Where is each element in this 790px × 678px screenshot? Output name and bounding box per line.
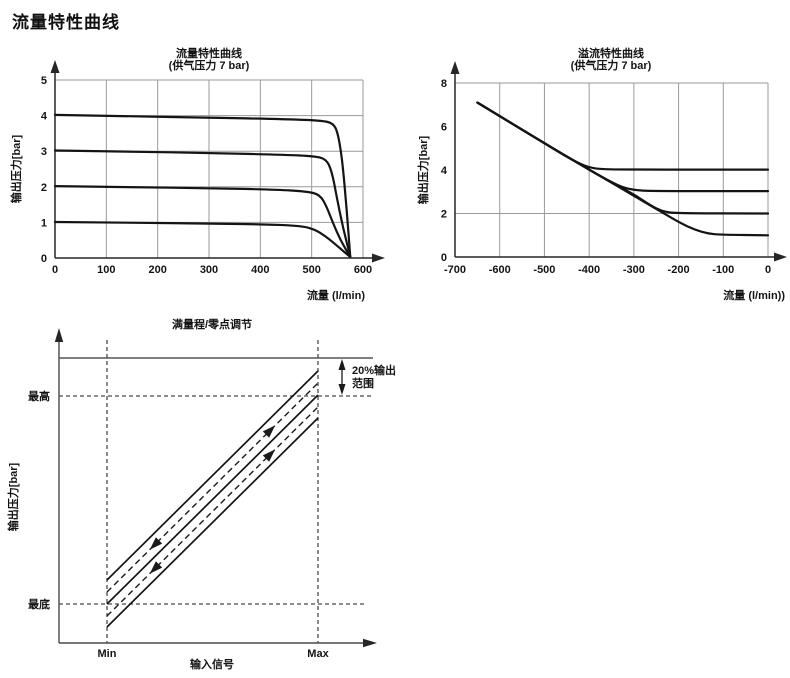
chart-subtitle: (供气压力 7 bar) [571,58,652,72]
curve-4-bar [476,101,770,171]
x-tick-label: -400 [578,264,600,276]
x-tick-min: Min [98,648,117,660]
plot-generated-relief: 0 2 4 6 8 -700 -600 -500 -400 -300 -200 -100 0 [441,61,787,276]
y-tick-label: 4 [441,165,448,177]
x-axis-arrow-icon [363,638,377,648]
page-title: 流量特性曲线 [12,13,120,32]
shift-arrowhead-icon [262,449,276,462]
range-arrow-down-icon [338,384,346,395]
y-tick-label: 4 [41,111,48,123]
x-axis-arrow-icon [372,253,385,263]
x-tick-max: Max [307,648,329,660]
x-tick-label: 0 [52,264,58,276]
shift-arrowhead-icon [149,537,163,550]
curve-3-bar [476,101,770,193]
x-tick-label: 400 [251,264,269,276]
x-axis-arrow-icon [774,252,787,262]
y-tick-label: 5 [41,75,47,87]
x-tick-label: 200 [148,264,166,276]
x-axis-label: 流量 (l/min) [307,288,365,302]
x-tick-label: 600 [354,264,372,276]
relief-characteristic-chart: 0 2 4 6 8 -700 -600 -500 -400 -300 -200 -100 0 溢流特性曲… [416,46,787,302]
x-axis-label: 流量 (l/min)) [723,288,785,302]
y-tick-label: 2 [41,182,47,194]
y-axis-arrow-icon [50,60,60,73]
chart-title: 流量特性曲线 [176,46,242,60]
shift-arrowhead-icon [262,425,276,438]
span-zero-adjustment-chart: 满量程/零点调节 20%输出 范围 最高 最底 Min Max 输入信号 [6,317,396,671]
characteristic-line-middle [106,394,319,605]
characteristic-line-lower [106,417,319,628]
shift-arrowhead-icon [149,561,163,574]
x-tick-label: -300 [623,264,645,276]
x-tick-label: -600 [489,264,511,276]
y-axis-arrow-icon [54,328,64,342]
range-annotation-line1: 20%输出 [352,363,396,377]
x-tick-label: 100 [97,264,115,276]
curve-4-bar [53,113,352,258]
y-tick-label: 2 [441,209,447,221]
chart-subtitle: (供气压力 7 bar) [169,58,250,72]
curve-2-bar [53,185,352,258]
chart-title: 满量程/零点调节 [172,317,252,331]
flow-characteristic-chart: 0 1 2 3 4 5 0 100 200 300 400 500 600 流量特性曲线 (供气压力 7… [9,46,385,302]
x-tick-label: 300 [200,264,218,276]
curve-3-bar [53,149,352,258]
x-tick-label: 500 [302,264,320,276]
shift-line-upper [106,382,319,593]
x-tick-label: -500 [533,264,555,276]
characteristic-line-upper [106,370,319,581]
x-tick-label: 0 [765,264,771,276]
y-tick-label: 1 [41,217,47,229]
curve-1-bar [476,101,770,237]
range-arrow-up-icon [338,359,346,370]
curve-1-bar [53,220,352,258]
shift-line-lower [106,406,319,617]
y-tick-label: 8 [441,78,447,90]
x-tick-label: -100 [712,264,734,276]
y-axis-label: 输出压力[bar] [416,135,430,204]
x-axis-label: 输入信号 [190,657,234,671]
curve-2-bar [476,101,770,215]
plot-generated-flow: 0 1 2 3 4 5 0 100 200 300 400 500 600 [41,60,385,276]
x-tick-label: -700 [444,264,466,276]
y-axis-arrow-icon [450,61,460,74]
y-mark-high-label: 最高 [28,389,50,403]
y-axis-label: 输出压力[bar] [9,134,23,203]
y-tick-label: 0 [441,252,447,264]
y-axis-label: 输出压力[bar] [6,462,20,531]
chart-title: 溢流特性曲线 [578,46,644,60]
y-mark-low-label: 最底 [28,597,50,611]
range-annotation-line2: 范围 [352,376,374,390]
y-tick-label: 6 [441,122,447,134]
y-tick-label: 0 [41,253,47,265]
x-tick-label: -200 [668,264,690,276]
y-tick-label: 3 [41,146,47,158]
